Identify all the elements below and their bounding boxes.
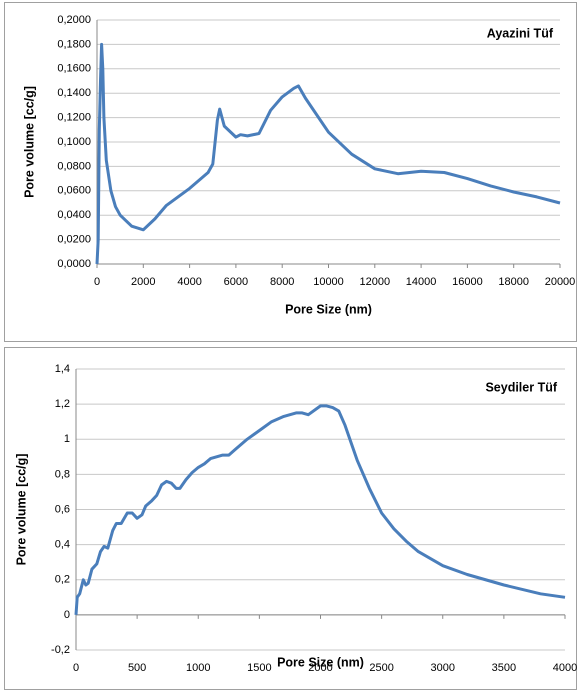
x-tick-label: 2000 xyxy=(131,276,155,288)
x-tick-label: 2000 xyxy=(308,662,332,674)
x-tick-label: 14000 xyxy=(406,276,437,288)
y-tick-label: 0,2 xyxy=(55,574,70,586)
x-tick-label: 0 xyxy=(73,662,79,674)
y-tick-label: 0,0600 xyxy=(57,185,91,197)
y-tick-label: 0,2000 xyxy=(57,14,91,26)
y-axis-label: Pore volume [cc/g] xyxy=(22,86,36,198)
annotation: Ayazini Tüf xyxy=(487,26,554,40)
y-tick-label: 0,1600 xyxy=(57,63,91,75)
y-tick-label: 1 xyxy=(64,433,70,445)
x-tick-label: 4000 xyxy=(553,662,577,674)
x-tick-label: 1500 xyxy=(247,662,271,674)
y-tick-label: 0,0400 xyxy=(57,209,91,221)
y-tick-label: 0,6 xyxy=(55,503,70,515)
x-axis-label: Pore Size (nm) xyxy=(285,302,372,316)
chart-frame xyxy=(4,2,577,342)
x-tick-label: 12000 xyxy=(360,276,391,288)
x-tick-label: 2500 xyxy=(369,662,393,674)
x-tick-label: 3000 xyxy=(431,662,455,674)
data-line xyxy=(74,404,566,616)
data-line xyxy=(95,42,561,265)
y-tick-label: 0,4 xyxy=(55,539,70,551)
y-tick-label: 0,1800 xyxy=(57,38,91,50)
y-tick-label: 0,0200 xyxy=(57,234,91,246)
y-tick-label: 1,4 xyxy=(55,363,70,375)
y-tick-label: 0,1200 xyxy=(57,112,91,124)
x-tick-label: 10000 xyxy=(313,276,344,288)
y-tick-label: 0,8 xyxy=(55,468,70,480)
x-tick-label: 18000 xyxy=(498,276,529,288)
y-tick-label: 0,1400 xyxy=(57,87,91,99)
x-tick-label: 3500 xyxy=(492,662,516,674)
y-tick-label: 0 xyxy=(64,609,70,621)
y-tick-label: -0,2 xyxy=(51,644,70,656)
x-tick-label: 8000 xyxy=(270,276,294,288)
x-tick-label: 500 xyxy=(128,662,146,674)
x-tick-label: 16000 xyxy=(452,276,483,288)
y-tick-label: 1,2 xyxy=(55,398,70,410)
x-tick-label: 0 xyxy=(94,276,100,288)
x-tick-label: 1000 xyxy=(186,662,210,674)
x-axis-label: Pore Size (nm) xyxy=(277,655,364,669)
x-tick-label: 6000 xyxy=(224,276,248,288)
y-axis-label: Pore volume [cc/g] xyxy=(14,454,28,566)
chart-frame xyxy=(4,347,577,690)
x-tick-label: 20000 xyxy=(545,276,576,288)
annotation: Seydiler Tüf xyxy=(485,380,557,394)
x-tick-label: 4000 xyxy=(177,276,201,288)
y-tick-label: 0,0000 xyxy=(57,258,91,270)
y-tick-label: 0,0800 xyxy=(57,160,91,172)
y-tick-label: 0,1000 xyxy=(57,136,91,148)
